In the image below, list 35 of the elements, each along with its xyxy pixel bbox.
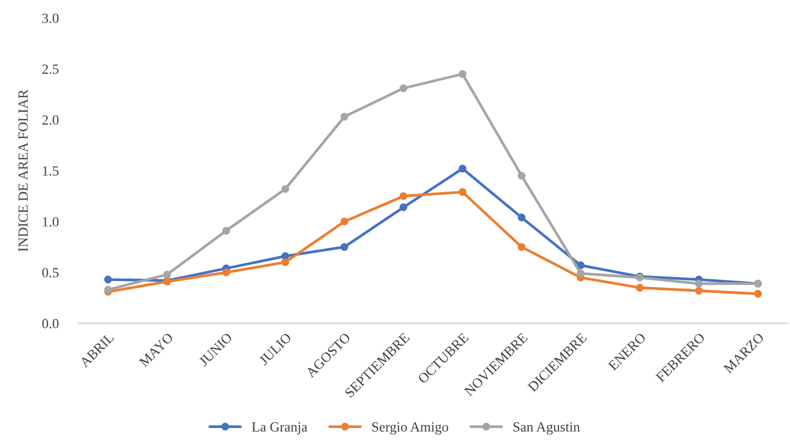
y-tick-label: 1.0 [42, 217, 59, 227]
point [163, 270, 172, 278]
point [754, 290, 762, 298]
point [340, 243, 348, 251]
point [400, 84, 408, 92]
point [576, 270, 585, 278]
point [576, 261, 585, 270]
legend-label: Sergio Amigo [372, 422, 448, 434]
point [340, 218, 348, 226]
point [281, 258, 290, 266]
legend-label: San Agustin [513, 422, 580, 434]
y-tick-label: 0.5 [42, 268, 59, 278]
legend-label: La Granja [252, 422, 308, 434]
point [104, 276, 112, 284]
point [222, 268, 230, 276]
y-tick-label: 2.5 [42, 64, 59, 74]
point [458, 188, 466, 196]
point [518, 243, 526, 251]
point [458, 70, 466, 78]
y-axis-title: INDICE DE AREA FOLIAR [18, 89, 28, 252]
point [400, 192, 408, 200]
point [340, 112, 348, 121]
point [400, 203, 408, 212]
y-tick-label: 1.5 [42, 166, 59, 176]
y-tick-label: 0.0 [42, 318, 59, 328]
point [458, 164, 466, 173]
point [694, 286, 703, 295]
point [636, 284, 644, 292]
point [222, 226, 230, 235]
y-tick-label: 2.0 [42, 115, 59, 125]
point [281, 185, 290, 193]
point [518, 172, 526, 180]
point [694, 280, 703, 288]
y-tick-label: 3.0 [42, 14, 59, 24]
point [518, 214, 526, 222]
